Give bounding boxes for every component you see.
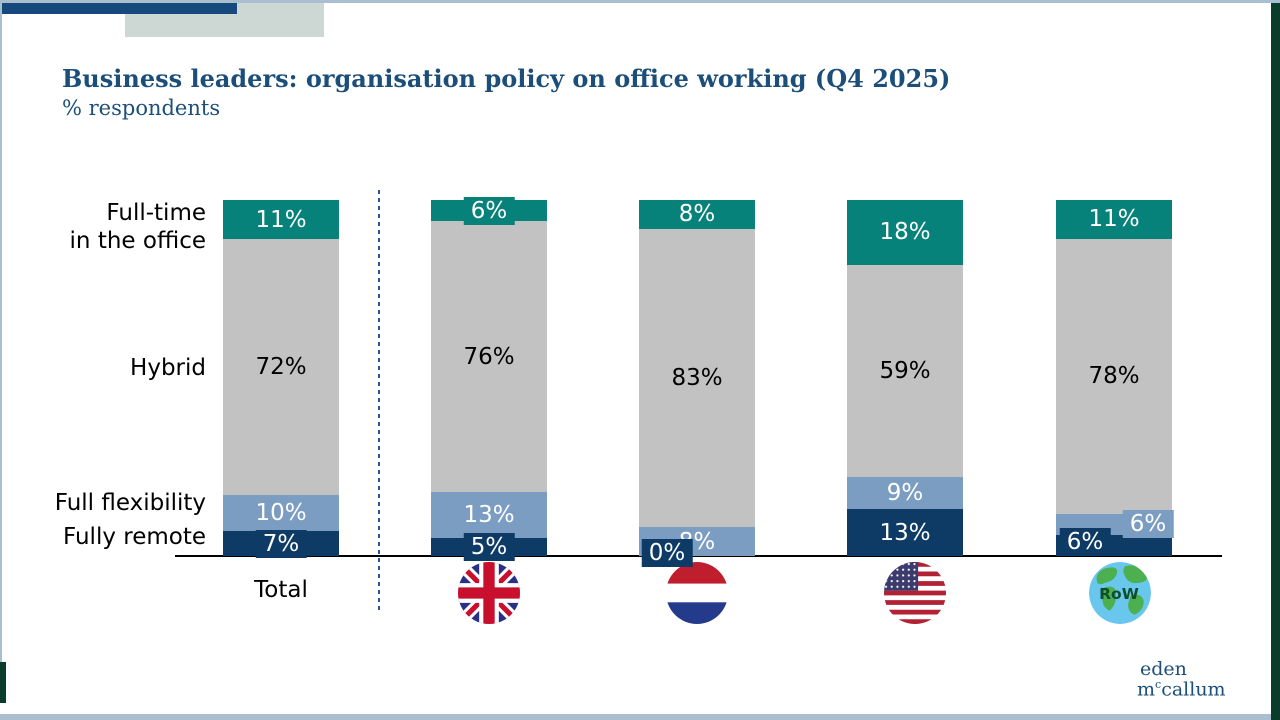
category-label-fully-remote: Fully remote (63, 524, 206, 550)
segment-value-label: 7% (255, 529, 307, 558)
segment-value-label: 18% (872, 218, 938, 247)
segment-value-label: 6% (1122, 510, 1174, 539)
category-label-hybrid: Hybrid (130, 355, 206, 381)
left-border-line (0, 3, 2, 662)
us-flag-icon (884, 562, 946, 624)
total-separator-dashed-line (378, 190, 380, 610)
bar-total: 11% 72% 10% 7% (223, 200, 339, 558)
segment-value-label: 13% (456, 501, 522, 530)
uk-flag-icon (458, 562, 520, 624)
segment-hybrid (1056, 238, 1172, 514)
bar-united-states: 18% 59% 9% 13% (847, 200, 963, 556)
segment-value-label: 8% (671, 200, 723, 229)
segment-value-label: 76% (463, 343, 515, 370)
segment-value-label: 6% (463, 196, 515, 225)
segment-value-label: 78% (1088, 363, 1140, 390)
segment-hybrid (847, 264, 963, 477)
segment-value-label: 10% (248, 499, 314, 528)
segment-value-label: 83% (671, 365, 723, 391)
right-green-border-bar (1271, 3, 1280, 720)
segment-value-label: 72% (255, 354, 307, 381)
bar-uk: 6% 76% 13% 5% (431, 196, 547, 562)
bottom-border-line (0, 714, 1280, 720)
segment-value-label: 11% (1081, 205, 1147, 234)
segment-value-label: 9% (879, 479, 931, 508)
segment-value-label: 13% (872, 518, 938, 547)
logo-line1: eden (1140, 658, 1187, 680)
category-label-full-time: Full-time in the office (69, 200, 206, 254)
category-label-full-flexibility: Full flexibility (54, 490, 206, 516)
segment-value-label: 6% (1059, 528, 1111, 557)
segment-value-label: 59% (879, 357, 931, 384)
x-axis-baseline (175, 555, 1222, 557)
segment-value-label: 5% (463, 533, 515, 562)
logo-line2: mccallum (1137, 678, 1226, 701)
segment-hybrid (431, 221, 547, 492)
eden-mccallum-logo: eden mccallum (1137, 658, 1226, 701)
left-green-accent-block (0, 662, 6, 703)
page-title: Business leaders: organisation policy on… (62, 64, 951, 93)
page-subtitle: % respondents (62, 96, 221, 120)
netherlands-flag-icon (666, 562, 728, 624)
x-label-total: Total (254, 577, 308, 603)
segment-value-label: 0% (641, 539, 693, 567)
header-decor-navy-bar (0, 3, 237, 14)
bar-netherlands: 8% 83% 8% 0% (639, 200, 755, 567)
bar-row: 11% 78% 6% 6% (1056, 200, 1174, 557)
top-border-line (0, 0, 1280, 3)
row-label: RoW (1099, 585, 1139, 603)
segment-hybrid (639, 228, 755, 528)
rest-of-world-globe-icon: RoW (1089, 562, 1151, 624)
segment-value-label: 11% (248, 205, 314, 234)
segment-hybrid (223, 239, 339, 496)
